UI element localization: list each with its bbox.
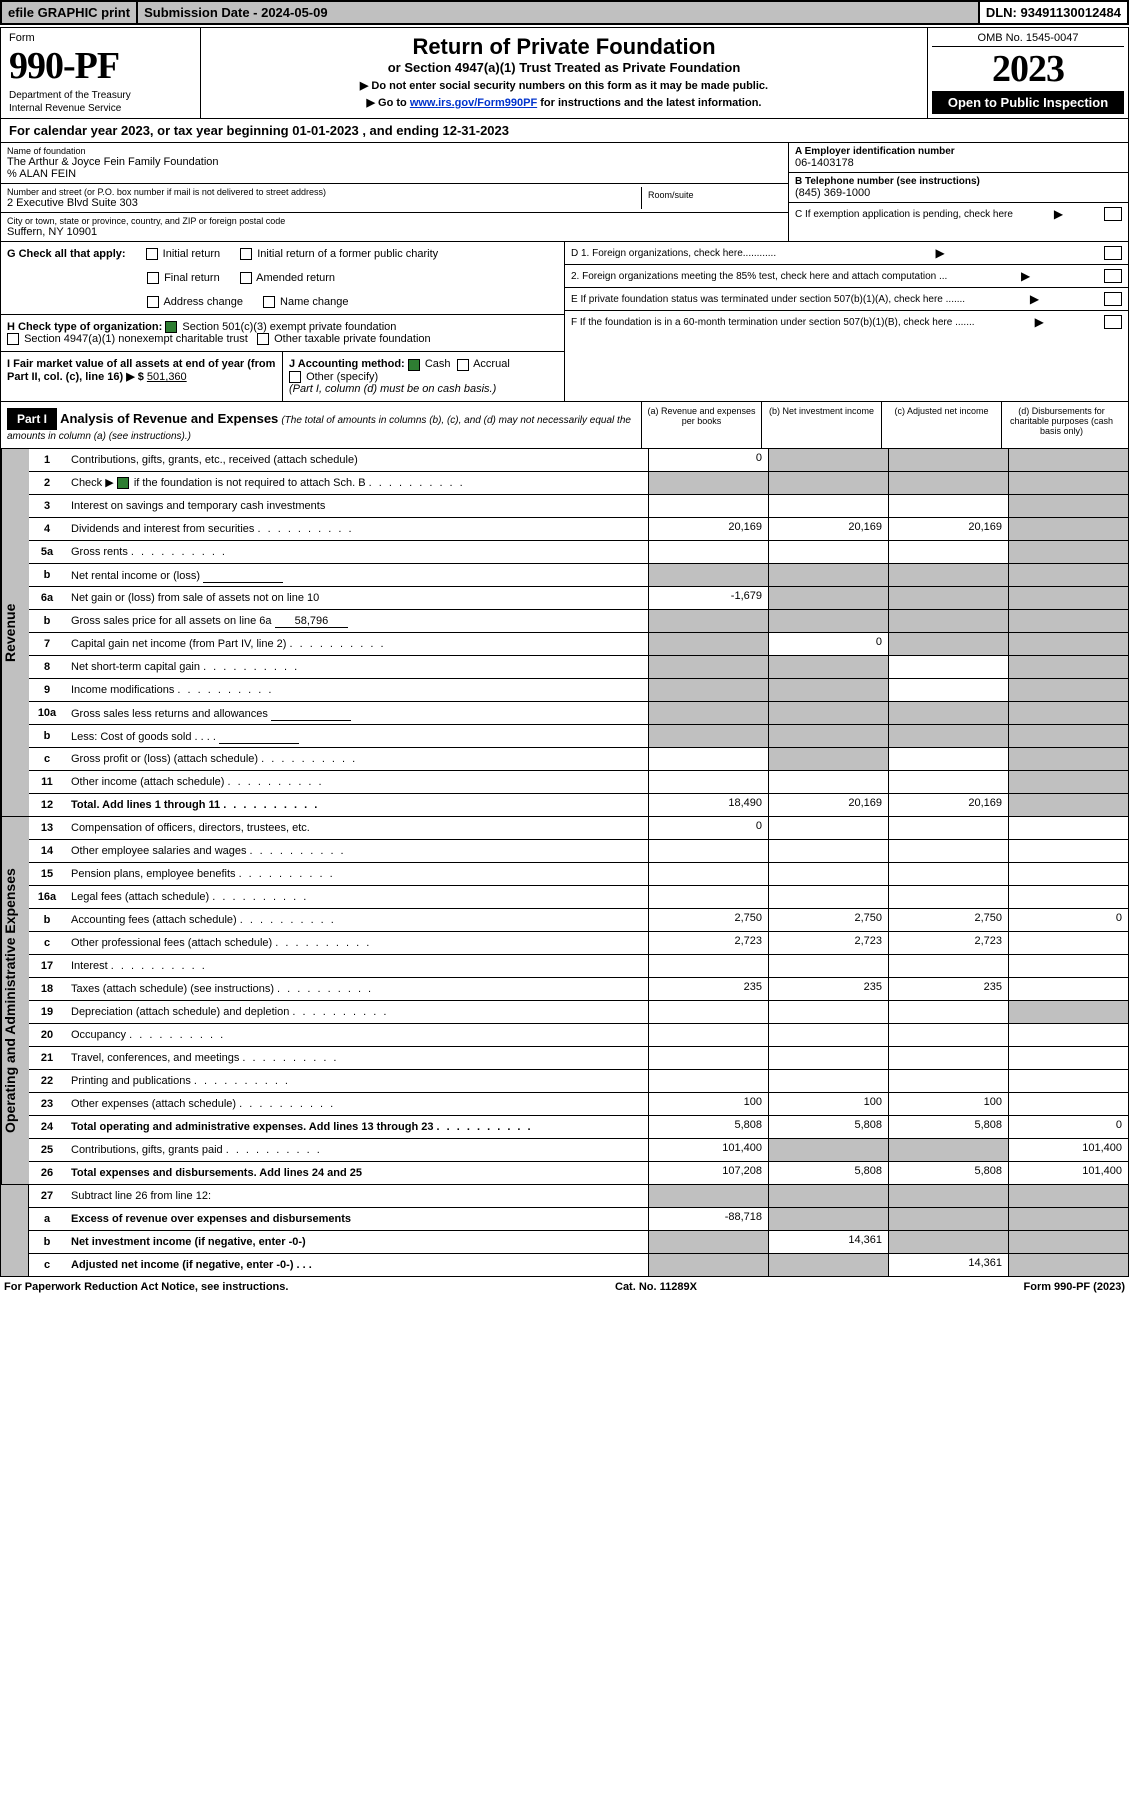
tax-year: 2023 [932,47,1124,91]
e-checkbox[interactable] [1104,292,1122,306]
tel-label: B Telephone number (see instructions) [795,176,1122,187]
part1-label: Part I [7,408,57,430]
g-label: G Check all that apply: [7,248,126,260]
ein-value: 06-1403178 [795,157,1122,169]
open-inspection: Open to Public Inspection [932,91,1124,114]
paperwork-notice: For Paperwork Reduction Act Notice, see … [4,1281,288,1293]
expenses-side-label: Operating and Administrative Expenses [1,817,29,1184]
d1-checkbox[interactable] [1104,246,1122,260]
form-number: 990-PF [9,44,192,88]
d2-checkbox[interactable] [1104,269,1122,283]
instr-link-row: ▶ Go to www.irs.gov/Form990PF for instru… [207,96,921,109]
street-address: 2 Executive Blvd Suite 303 [7,197,641,209]
arrow-icon: ▶ [1054,207,1063,221]
part1-title: Analysis of Revenue and Expenses [60,411,278,426]
instr-ssn: ▶ Do not enter social security numbers o… [207,79,921,92]
j-label: J Accounting method: [289,358,405,370]
instr2-pre: ▶ Go to [367,97,410,109]
schb-checkbox[interactable] [117,477,129,489]
fmv-value: 501,360 [147,371,187,383]
initial-return-checkbox[interactable] [146,248,158,260]
other-taxable-checkbox[interactable] [257,333,269,345]
f-checkbox[interactable] [1104,315,1122,329]
e-label: E If private foundation status was termi… [571,294,965,305]
irs-link[interactable]: www.irs.gov/Form990PF [410,97,537,109]
col-b-head: (b) Net investment income [761,402,881,448]
part1-header-row: Part I Analysis of Revenue and Expenses … [0,402,1129,449]
room-suite-label: Room/suite [642,187,782,209]
accrual-checkbox[interactable] [457,359,469,371]
foundation-name: The Arthur & Joyce Fein Family Foundatio… [7,156,782,168]
d1-label: D 1. Foreign organizations, check here..… [571,248,776,259]
4947a1-checkbox[interactable] [7,333,19,345]
dln: DLN: 93491130012484 [980,2,1127,23]
cash-checkbox[interactable] [408,359,420,371]
form-subtitle: or Section 4947(a)(1) Trust Treated as P… [207,60,921,75]
h-label: H Check type of organization: [7,321,162,333]
omb-number: OMB No. 1545-0047 [932,32,1124,47]
j-note: (Part I, column (d) must be on cash basi… [289,383,496,395]
ein-label: A Employer identification number [795,146,1122,157]
revenue-section: Revenue 1Contributions, gifts, grants, e… [0,449,1129,817]
top-bar: efile GRAPHIC print Submission Date - 20… [0,0,1129,25]
revenue-side-label: Revenue [1,449,29,816]
other-method-checkbox[interactable] [289,371,301,383]
col-d-head: (d) Disbursements for charitable purpose… [1001,402,1121,448]
name-change-checkbox[interactable] [263,296,275,308]
care-of: % ALAN FEIN [7,168,782,180]
addr-label: Number and street (or P.O. box number if… [7,187,641,197]
name-label: Name of foundation [7,146,782,156]
initial-former-checkbox[interactable] [240,248,252,260]
form-label: Form [9,32,192,44]
calendar-year: For calendar year 2023, or tax year begi… [0,119,1129,143]
city-label: City or town, state or province, country… [7,216,782,226]
instr2-post: for instructions and the latest informat… [537,97,761,109]
pending-checkbox[interactable] [1104,207,1122,221]
expenses-section: Operating and Administrative Expenses 13… [0,817,1129,1185]
amended-return-checkbox[interactable] [240,272,252,284]
dept-irs: Internal Revenue Service [9,103,192,114]
f-label: F If the foundation is in a 60-month ter… [571,317,975,328]
501c3-checkbox[interactable] [165,321,177,333]
city-state-zip: Suffern, NY 10901 [7,226,782,238]
dept-treasury: Department of the Treasury [9,90,192,101]
form-title: Return of Private Foundation [207,34,921,60]
net-rental-input[interactable] [203,567,283,583]
address-change-checkbox[interactable] [147,296,159,308]
gross-sales-input[interactable] [271,705,351,721]
cogs-input[interactable] [219,728,299,744]
i-label: I Fair market value of all assets at end… [7,358,275,383]
final-return-checkbox[interactable] [147,272,159,284]
pending-label: C If exemption application is pending, c… [795,209,1013,220]
d2-label: 2. Foreign organizations meeting the 85%… [571,271,947,282]
info-section: Name of foundation The Arthur & Joyce Fe… [0,143,1129,242]
col-a-head: (a) Revenue and expenses per books [641,402,761,448]
submission-date: Submission Date - 2024-05-09 [138,2,980,23]
cat-no: Cat. No. 11289X [615,1281,697,1293]
line27-section: 27Subtract line 26 from line 12: aExcess… [0,1185,1129,1277]
footer: For Paperwork Reduction Act Notice, see … [0,1277,1129,1297]
tel-value: (845) 369-1000 [795,187,1122,199]
form-ref: Form 990-PF (2023) [1024,1281,1125,1293]
col-c-head: (c) Adjusted net income [881,402,1001,448]
efile-label: efile GRAPHIC print [2,2,138,23]
form-header: Form 990-PF Department of the Treasury I… [0,27,1129,119]
